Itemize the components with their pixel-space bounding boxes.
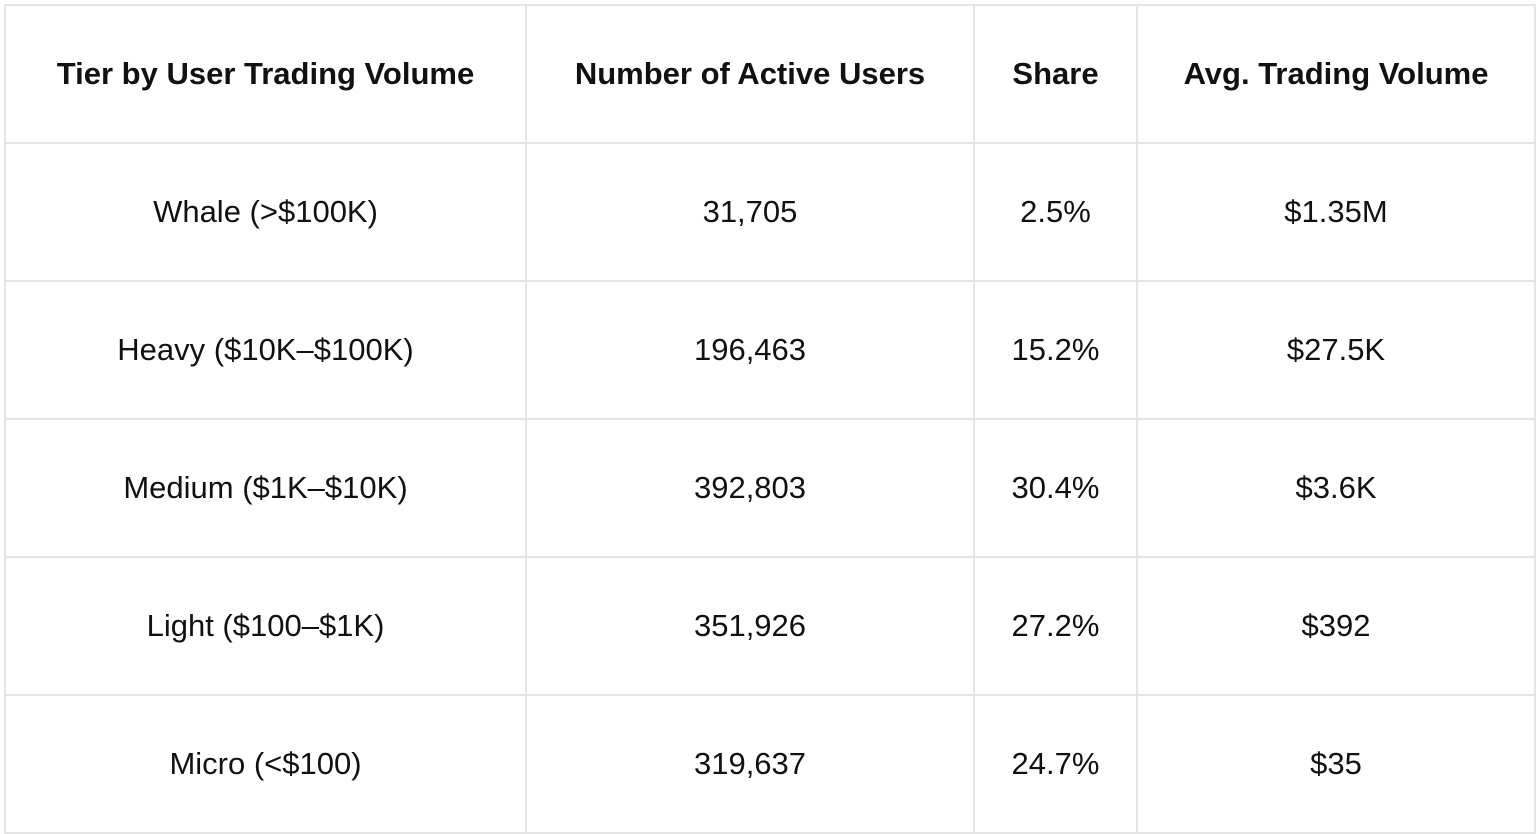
header-active-users: Number of Active Users — [525, 4, 975, 144]
header-share: Share — [973, 4, 1138, 144]
cell-tier: Medium ($1K–$10K) — [4, 418, 527, 558]
cell-active-users: 31,705 — [525, 142, 975, 282]
cell-share: 2.5% — [973, 142, 1138, 282]
table-row: Whale (>$100K) 31,705 2.5% $1.35M — [4, 142, 1536, 282]
header-avg-volume: Avg. Trading Volume — [1136, 4, 1536, 144]
cell-share: 24.7% — [973, 694, 1138, 834]
cell-tier: Heavy ($10K–$100K) — [4, 280, 527, 420]
cell-share: 30.4% — [973, 418, 1138, 558]
cell-avg-volume: $392 — [1136, 556, 1536, 696]
table-row: Micro (<$100) 319,637 24.7% $35 — [4, 694, 1536, 834]
cell-active-users: 196,463 — [525, 280, 975, 420]
cell-share: 27.2% — [973, 556, 1138, 696]
table-row: Medium ($1K–$10K) 392,803 30.4% $3.6K — [4, 418, 1536, 558]
cell-avg-volume: $3.6K — [1136, 418, 1536, 558]
cell-tier: Light ($100–$1K) — [4, 556, 527, 696]
cell-tier: Micro (<$100) — [4, 694, 527, 834]
cell-active-users: 392,803 — [525, 418, 975, 558]
header-tier: Tier by User Trading Volume — [4, 4, 527, 144]
cell-active-users: 319,637 — [525, 694, 975, 834]
cell-active-users: 351,926 — [525, 556, 975, 696]
cell-avg-volume: $27.5K — [1136, 280, 1536, 420]
cell-tier: Whale (>$100K) — [4, 142, 527, 282]
cell-avg-volume: $1.35M — [1136, 142, 1536, 282]
table-header-row: Tier by User Trading Volume Number of Ac… — [4, 4, 1536, 144]
table-row: Heavy ($10K–$100K) 196,463 15.2% $27.5K — [4, 280, 1536, 420]
cell-avg-volume: $35 — [1136, 694, 1536, 834]
tier-table: Tier by User Trading Volume Number of Ac… — [4, 4, 1536, 834]
cell-share: 15.2% — [973, 280, 1138, 420]
table-row: Light ($100–$1K) 351,926 27.2% $392 — [4, 556, 1536, 696]
